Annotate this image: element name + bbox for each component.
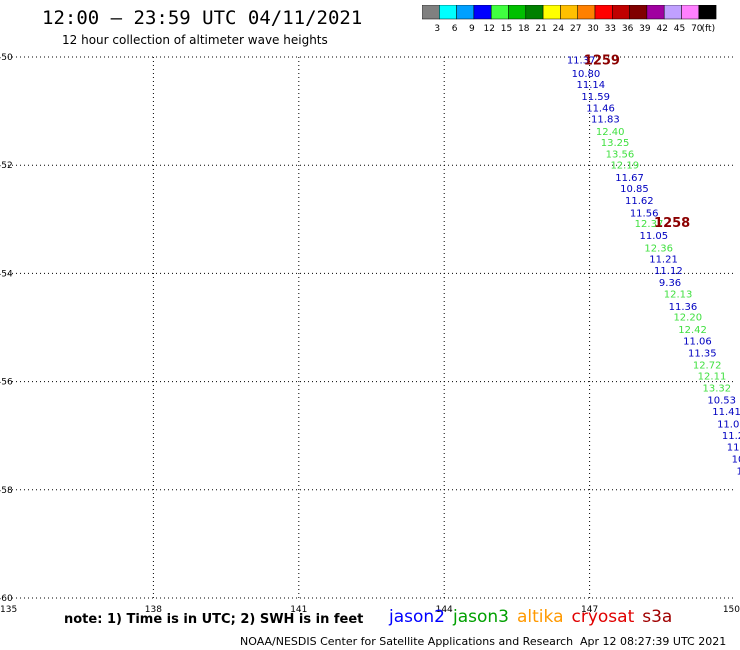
latitude-tick-label: -58 [0,486,13,496]
wave-height-label: 11.83 [591,115,620,126]
colorbar-tick-label: 30 [587,24,599,34]
legend-item-jason2: jason2 [389,607,445,627]
pass-time-label: 1258 [654,216,690,231]
colorbar-tick-label: 42 [656,24,667,34]
wave-height-label: 11.8 [736,466,740,477]
credit-footer: NOAA/NESDIS Center for Satellite Applica… [240,635,574,648]
wave-height-label: 12.36 [644,243,673,254]
longitude-tick-label: 150 [723,605,740,615]
map-subtitle: 12 hour collection of altimeter wave hei… [62,33,328,47]
satellite-legend: jason2 jason3 altika cryosat s3a [389,607,680,627]
wave-height-label: 12.19 [610,161,639,172]
wave-height-label: 13.32 [703,384,732,395]
colorbar-tick-label: 33 [605,24,616,34]
timestamp-footer: Apr 12 08:27:39 UTC 2021 [580,635,727,648]
wave-height-label: 11.46 [586,103,615,114]
wave-height-label: 13.56 [606,149,635,160]
wave-height-label: 11.12 [654,266,683,277]
wave-height-label: 12.11 [698,372,727,383]
wave-height-label: 11.14 [577,80,606,91]
colorbar-swatch [698,5,717,20]
colorbar-tick-label: 12 [483,24,494,34]
wave-height-label: 11.05 [640,231,669,242]
colorbar-tick-label: 18 [518,24,530,34]
wave-height-label: 11.72 [727,443,740,454]
latitude-tick-label: -54 [0,269,13,279]
wave-height-label: 13.25 [601,138,630,149]
wave-height-label: 10.80 [572,69,601,80]
units-note: note: 1) Time is in UTC; 2) SWH is in fe… [64,612,364,627]
latitude-tick-label: -56 [0,378,13,388]
legend-item-s3a: s3a [642,607,673,627]
wave-height-label: 12.42 [678,325,707,336]
colorbar-tick-label: 39 [639,24,651,34]
wave-height-label: 11.07 [717,419,740,430]
wave-height-label: 11.21 [649,254,678,265]
colorbar-tick-label: 27 [570,24,581,34]
wave-height-label: 11.67 [615,173,644,184]
wave-height-label: 11.36 [669,302,698,313]
map-title: 12:00 – 23:59 UTC 04/11/2021 [42,7,363,29]
longitude-tick-label: 141 [290,605,307,615]
wave-height-label: 10.75 [732,454,740,465]
wave-height-label: 11.29 [722,431,740,442]
wave-height-label: 12.37 [635,219,664,230]
longitude-tick-label: 144 [436,605,453,615]
latitude-tick-label: -52 [0,161,13,171]
wave-height-label: 11.62 [625,196,654,207]
longitude-tick-label: 138 [145,605,162,615]
colorbar-tick-label: 15 [501,24,512,34]
legend-item-altika: altika [517,607,564,627]
wave-height-label: 11.59 [581,92,610,103]
wave-height-label: 12.72 [693,360,722,371]
colorbar-legend: 3 6 9 12 15 18 21 24 27 30 33 36 39 42 45 70 (ft) [422,5,717,34]
wave-height-label: 12.40 [596,127,625,138]
wave-height-label: 11.37 [567,56,596,67]
colorbar-tick-label: 6 [452,24,458,34]
longitude-tick-label: 135 [0,605,17,615]
latitude-tick-label: -50 [0,53,13,63]
wave-height-label: 10.85 [620,184,649,195]
wave-height-label: 11.41 [712,407,740,418]
wave-height-label: 11.06 [683,336,712,347]
wave-height-label: 12.20 [673,313,702,324]
legend-item-cryosat: cryosat [571,607,635,627]
colorbar-unit-label: (ft) [702,24,716,34]
wave-height-label: 9.36 [659,278,681,289]
latitude-tick-label: -60 [0,594,13,604]
colorbar-tick-label: 70 [691,24,703,34]
colorbar-tick-label: 36 [622,24,634,34]
wave-height-label: 10.53 [707,395,736,406]
wave-height-label: 11.56 [630,208,659,219]
colorbar-tick-label: 21 [535,24,546,34]
colorbar-tick-label: 45 [674,24,685,34]
colorbar-tick-label: 9 [469,24,475,34]
colorbar-tick-label: 24 [553,24,565,34]
legend-item-jason3: jason3 [453,607,509,627]
colorbar-tick-label: 3 [434,24,440,34]
wave-height-label: 12.13 [664,289,693,300]
wave-height-label: 11.35 [688,348,717,359]
longitude-tick-label: 147 [581,605,598,615]
pass-time-label: 1259 [584,54,620,69]
